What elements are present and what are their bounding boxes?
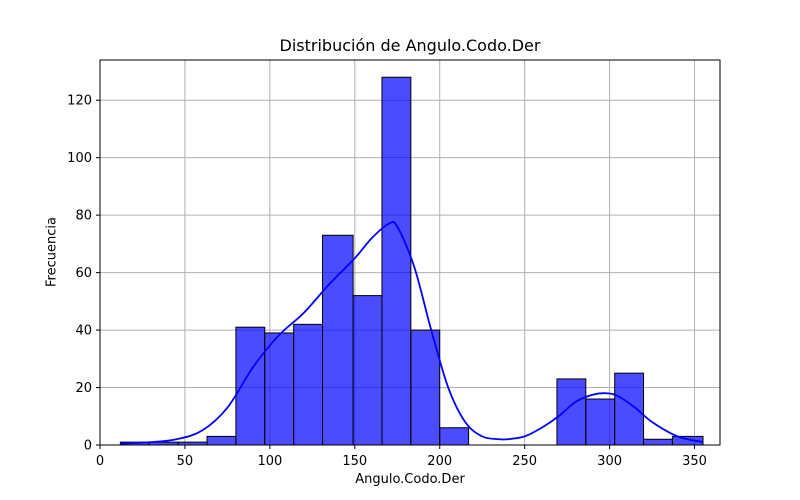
y-tick-label: 80 bbox=[75, 209, 92, 224]
histogram-bar bbox=[439, 427, 470, 446]
histogram-bar bbox=[556, 378, 587, 446]
histogram-bar bbox=[352, 295, 383, 446]
plot-frame bbox=[99, 59, 721, 446]
y-tick-label: 100 bbox=[67, 151, 92, 166]
x-tick-label: 350 bbox=[682, 454, 707, 469]
x-tick-label: 50 bbox=[177, 454, 194, 469]
histogram-bar bbox=[381, 76, 412, 446]
y-tick-label: 20 bbox=[75, 381, 92, 396]
histogram-bars bbox=[119, 76, 704, 446]
x-tick-label: 200 bbox=[427, 454, 452, 469]
histogram-bar bbox=[206, 435, 237, 446]
y-axis-label: Frecuencia bbox=[44, 217, 60, 287]
histogram-bar bbox=[643, 438, 673, 446]
x-tick-label: 300 bbox=[597, 454, 622, 469]
y-tick-label: 120 bbox=[67, 94, 92, 109]
histogram-bar bbox=[614, 372, 645, 446]
histogram-bar bbox=[585, 398, 616, 446]
histogram-bar bbox=[235, 326, 266, 446]
x-tick-label: 250 bbox=[512, 454, 537, 469]
x-tick-label: 100 bbox=[257, 454, 282, 469]
kde-curve bbox=[120, 220, 704, 445]
y-tick-label: 40 bbox=[75, 324, 92, 339]
histogram-bar bbox=[322, 234, 354, 446]
histogram-bar bbox=[410, 329, 441, 446]
chart-title: Distribución de Angulo.Codo.Der bbox=[279, 36, 541, 55]
x-tick-label: 150 bbox=[342, 454, 367, 469]
histogram-bar bbox=[293, 323, 324, 446]
x-tick-label: 0 bbox=[96, 454, 104, 469]
axis-ticks: 0 50 100 150 200 250 300 350 0 20 40 60 80 100 120 bbox=[67, 94, 707, 469]
x-axis-label: Angulo.Codo.Der bbox=[355, 472, 465, 487]
histogram-bar bbox=[264, 332, 295, 446]
y-tick-label: 60 bbox=[75, 266, 92, 281]
y-tick-label: 0 bbox=[84, 439, 92, 454]
